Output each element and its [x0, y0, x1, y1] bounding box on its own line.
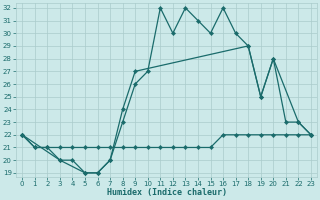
X-axis label: Humidex (Indice chaleur): Humidex (Indice chaleur)	[107, 188, 227, 197]
